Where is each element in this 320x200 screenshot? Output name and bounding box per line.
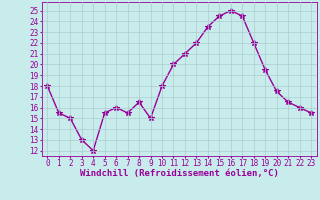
X-axis label: Windchill (Refroidissement éolien,°C): Windchill (Refroidissement éolien,°C) <box>80 169 279 178</box>
